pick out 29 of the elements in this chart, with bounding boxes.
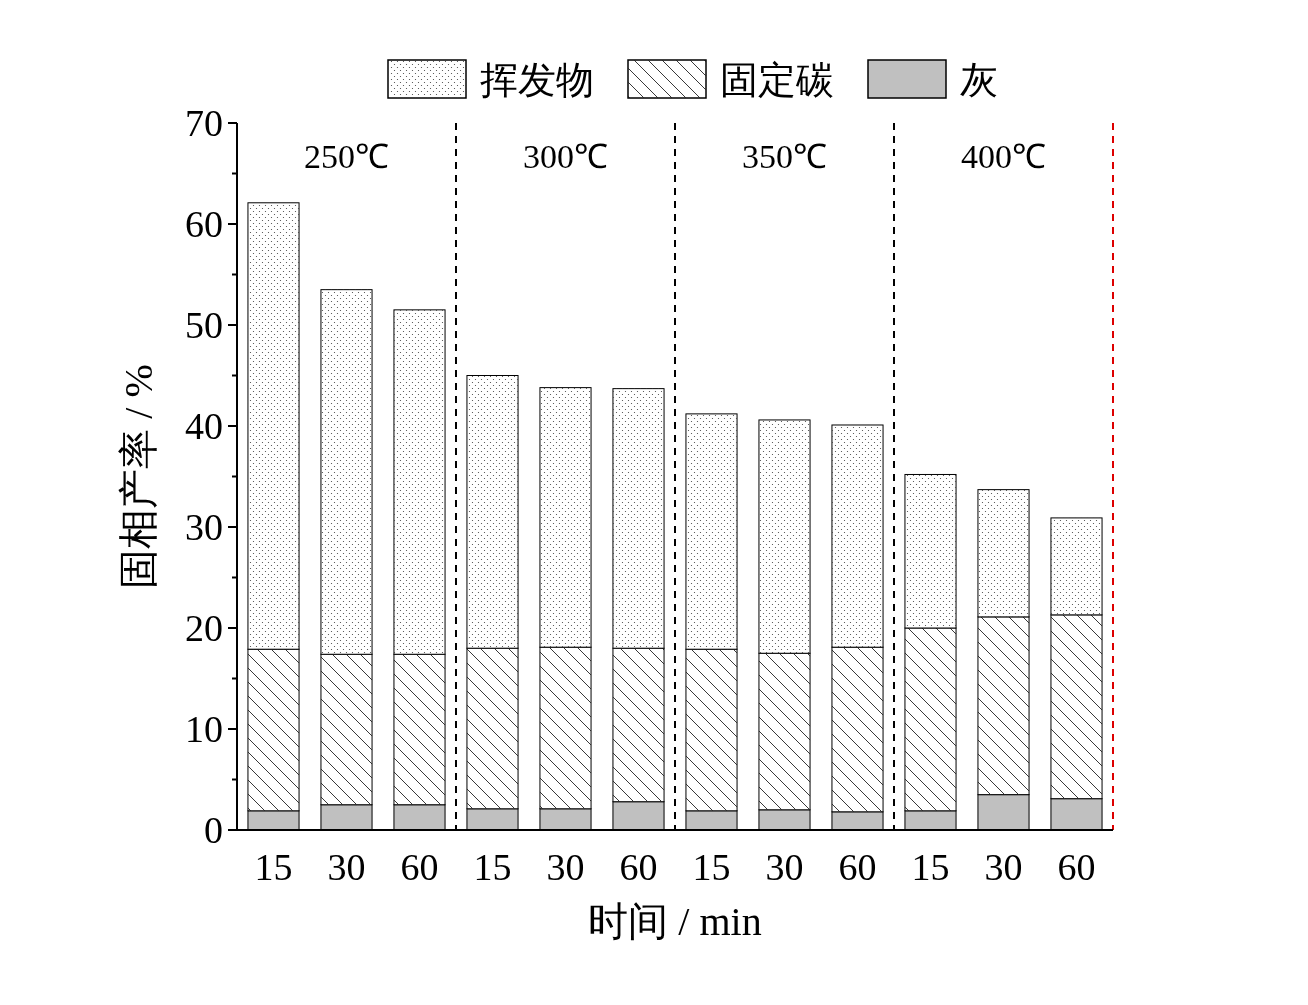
x-tick-label: 15 [692,846,731,888]
x-tick-label: 60 [1057,846,1096,888]
annotation: 400℃ [961,138,1046,175]
x-tick-label: 60 [838,846,877,888]
x-tick-label: 30 [327,846,366,888]
annotation: 350℃ [742,138,827,175]
y-tick-label: 50 [185,304,223,346]
y-tick-label: 30 [185,506,223,548]
x-tick-label: 30 [984,846,1023,888]
y-axis-title: 固相产率 / % [116,364,161,589]
x-axis-title: 时间 / min [588,899,762,944]
y-tick-label: 60 [185,203,223,245]
x-tick-label: 15 [911,846,950,888]
x-tick-label: 60 [619,846,658,888]
legend-label: 固定碳 [720,59,834,101]
y-tick-label: 40 [185,405,223,447]
y-tick-label: 70 [185,102,223,144]
x-tick-label: 60 [400,846,439,888]
x-tick-label: 30 [546,846,585,888]
y-tick-label: 20 [185,607,223,649]
x-tick-label: 15 [254,846,293,888]
y-tick-label: 0 [204,809,223,851]
y-tick-label: 10 [185,708,223,750]
annotation: 250℃ [304,138,389,175]
legend-label: 灰 [960,59,998,101]
annotation: 300℃ [523,138,608,175]
x-tick-label: 15 [473,846,512,888]
x-tick-label: 30 [765,846,804,888]
legend-label: 挥发物 [480,59,594,101]
